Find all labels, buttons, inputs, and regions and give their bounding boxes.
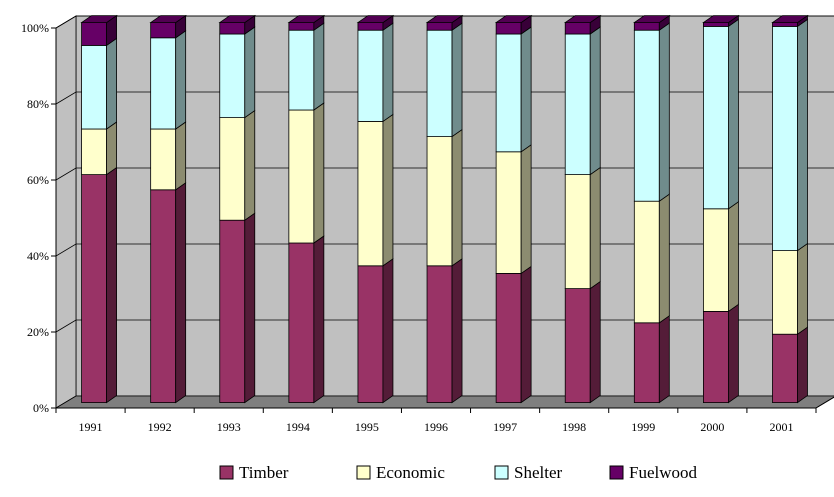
legend-item-shelter: Shelter <box>494 463 562 482</box>
x-tick-label-1993: 1993 <box>217 420 241 434</box>
bar-segment-timber-1997 <box>495 265 532 404</box>
bar-segment-economic-1996 <box>426 128 463 267</box>
bar-segment-timber-1992 <box>150 182 187 404</box>
bar-segment-timber-1994 <box>288 235 325 404</box>
bar-segment-shelter-1999 <box>633 22 670 202</box>
legend-label: Fuelwood <box>629 463 698 482</box>
bar-segment-economic-1995 <box>357 113 394 267</box>
y-tick-label: 100% <box>21 21 49 35</box>
x-tick-label-1996: 1996 <box>424 420 448 434</box>
bar-segment-shelter-1996 <box>426 22 463 138</box>
side-wall <box>55 15 77 409</box>
legend-label: Economic <box>376 463 445 482</box>
bar-segment-economic-1998 <box>564 166 601 290</box>
legend-item-timber: Timber <box>219 463 289 482</box>
y-tick-label: 80% <box>27 97 49 111</box>
bar-segment-economic-2000 <box>703 201 739 313</box>
bar-segment-fuelwood-1992 <box>149 14 187 39</box>
bar-segment-shelter-2000 <box>703 18 739 210</box>
bar-segment-timber-1995 <box>357 258 394 404</box>
bar-segment-shelter-1994 <box>288 22 325 111</box>
legend-label: Timber <box>239 463 289 482</box>
y-tick-label: 0% <box>33 401 49 415</box>
bar-segment-timber-1991 <box>81 166 117 404</box>
x-tick-label-1995: 1995 <box>355 420 379 434</box>
bar-segment-timber-1996 <box>426 258 463 404</box>
legend-swatch <box>356 465 371 480</box>
bar-segment-timber-1999 <box>633 315 670 404</box>
x-axis-depth <box>815 396 834 409</box>
y-tick-label: 60% <box>27 173 49 187</box>
x-tick-label-1997: 1997 <box>493 420 517 434</box>
bar-segment-shelter-1991 <box>81 37 117 130</box>
legend-item-fuelwood: Fuelwood <box>609 463 698 482</box>
x-tick-label-1998: 1998 <box>562 420 586 434</box>
bar-segment-fuelwood-1997 <box>494 14 533 35</box>
legend-swatch <box>219 465 234 480</box>
bar-segment-timber-2001 <box>772 326 808 404</box>
x-tick-label-1991: 1991 <box>79 420 103 434</box>
x-tick-label-1994: 1994 <box>286 420 310 434</box>
x-tick-label-1992: 1992 <box>148 420 172 434</box>
y-tick-label: 20% <box>27 325 49 339</box>
bar-segment-economic-1991 <box>81 121 117 176</box>
tick-labels: 0% 20% 40% 60% 80% 100% 1991 1992 1993 1994 1995 19… <box>21 21 793 434</box>
legend-label: Shelter <box>514 463 562 482</box>
bar-segment-economic-1993 <box>219 109 256 221</box>
x-tick-label-2000: 2000 <box>700 420 724 434</box>
bar-segment-timber-2000 <box>703 303 739 404</box>
bar-segment-fuelwood-1999 <box>633 14 671 31</box>
bars <box>80 14 809 404</box>
bar-segment-shelter-1997 <box>495 26 532 153</box>
bar-segment-economic-2001 <box>772 242 808 335</box>
bar-segment-economic-1992 <box>150 121 187 191</box>
bar-segment-shelter-1998 <box>564 26 601 176</box>
bar-segment-timber-1993 <box>219 212 256 404</box>
x-tick-label-1999: 1999 <box>631 420 655 434</box>
bar-segment-economic-1997 <box>495 144 532 275</box>
bar-segment-shelter-1992 <box>150 30 187 130</box>
y-tick-label: 40% <box>27 249 49 263</box>
x-tick-label-2001: 2001 <box>769 420 793 434</box>
bar-segment-fuelwood-1993 <box>218 14 257 35</box>
legend: Timber Economic Shelter Fuelwood <box>219 463 698 482</box>
bar-segment-economic-1999 <box>633 193 670 324</box>
axes <box>51 27 834 413</box>
bar-segment-timber-1998 <box>564 280 601 404</box>
bar-segment-shelter-2001 <box>772 18 808 252</box>
bar-segment-fuelwood-1996 <box>425 14 464 31</box>
bar-segment-economic-1994 <box>288 102 325 244</box>
bar-segment-shelter-1993 <box>219 26 256 119</box>
bar-segment-fuelwood-1995 <box>356 14 395 31</box>
bar-segment-shelter-1995 <box>357 22 394 123</box>
bar-segment-fuelwood-1994 <box>287 14 326 31</box>
legend-swatch <box>609 465 624 480</box>
bar-segment-fuelwood-1998 <box>563 14 602 35</box>
bar-segment-fuelwood-1991 <box>80 14 118 47</box>
bar-segment-fuelwood-2000 <box>702 14 740 28</box>
legend-swatch <box>494 465 509 480</box>
bar-segment-fuelwood-2001 <box>771 14 809 28</box>
legend-item-economic: Economic <box>356 463 445 482</box>
